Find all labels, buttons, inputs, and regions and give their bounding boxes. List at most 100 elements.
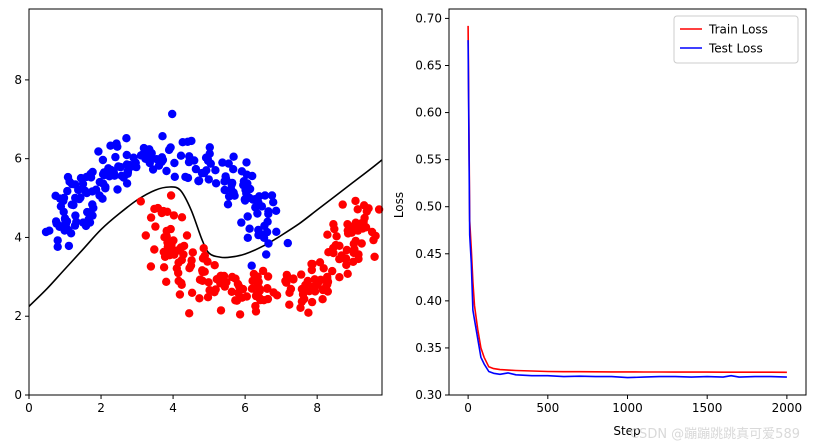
class-a-point xyxy=(211,166,220,175)
class-b-point xyxy=(141,231,150,240)
class-b-point xyxy=(330,224,339,234)
class-b-point xyxy=(323,274,332,284)
loss-x-tick-label: 2000 xyxy=(772,401,803,415)
class-b-point xyxy=(258,266,268,276)
class-a-point xyxy=(71,211,80,220)
class-b-point xyxy=(185,264,194,273)
class-b-point xyxy=(343,269,352,278)
class-b-point xyxy=(328,266,337,276)
class-a-point xyxy=(59,193,69,203)
class-b-point xyxy=(195,294,204,303)
class-b-point xyxy=(231,274,240,283)
class-a-point xyxy=(60,215,70,224)
class-b-point xyxy=(269,288,278,297)
class-b-point xyxy=(203,293,213,302)
class-a-point xyxy=(257,202,267,211)
loss-y-tick-label: 0.60 xyxy=(415,106,442,120)
class-a-point xyxy=(224,159,233,168)
class-b-point xyxy=(198,267,207,277)
class-b-point xyxy=(187,288,197,297)
class-a-point xyxy=(95,177,105,187)
class-a-point xyxy=(211,179,221,188)
class-a-point xyxy=(190,156,199,165)
class-a-point xyxy=(229,165,238,174)
class-b-point xyxy=(235,310,245,319)
class-b-point xyxy=(343,220,352,229)
class-b-point xyxy=(332,232,341,241)
class-a-point xyxy=(218,158,227,167)
class-b-point xyxy=(315,258,325,267)
class-b-point xyxy=(354,254,363,264)
class-a-point xyxy=(164,145,174,155)
class-a-point xyxy=(63,186,72,196)
scatter-y-tick-label: 6 xyxy=(14,152,22,166)
class-a-point xyxy=(229,152,238,161)
class-a-point xyxy=(283,238,292,248)
class-b-point xyxy=(167,240,176,249)
class-a-point xyxy=(72,217,81,226)
class-a-point xyxy=(267,191,277,200)
class-b-point xyxy=(179,241,189,251)
class-a-point xyxy=(98,155,108,165)
watermark-text: CSDN @蹦蹦跳跳真可爱589 xyxy=(630,427,800,442)
class-a-point xyxy=(67,179,77,189)
class-a-point xyxy=(56,202,66,211)
class-b-point xyxy=(220,282,229,291)
class-b-point xyxy=(361,223,371,232)
scatter-axes-frame xyxy=(28,8,383,396)
class-a-point xyxy=(170,172,179,181)
loss-y-tick-label: 0.35 xyxy=(415,341,442,355)
class-a-point xyxy=(141,154,150,163)
class-b-points xyxy=(136,191,384,319)
class-a-point xyxy=(187,136,196,146)
class-b-point xyxy=(360,213,369,223)
class-a-point xyxy=(223,200,233,209)
class-a-point xyxy=(64,241,74,251)
class-b-point xyxy=(219,271,229,281)
legend-train-label: Train Loss xyxy=(708,23,768,37)
class-b-point xyxy=(169,211,179,220)
class-b-point xyxy=(283,272,292,281)
class-b-point xyxy=(338,200,347,209)
class-b-point xyxy=(304,308,313,317)
class-b-point xyxy=(371,231,380,241)
class-b-point xyxy=(210,261,219,270)
class-a-point xyxy=(170,158,179,168)
class-a-point xyxy=(204,175,213,184)
class-b-point xyxy=(211,285,220,294)
class-a-point xyxy=(240,196,250,205)
loss-x-tick-label: 1000 xyxy=(612,401,643,415)
class-a-point xyxy=(53,236,62,245)
class-b-point xyxy=(319,264,328,273)
loss-x-axis-label: Step xyxy=(613,424,640,438)
class-a-point xyxy=(41,227,51,237)
class-b-point xyxy=(162,277,171,286)
class-a-point xyxy=(271,206,281,215)
legend-box xyxy=(673,15,799,64)
class-b-point xyxy=(150,204,159,214)
legend-test-label: Test Loss xyxy=(708,42,763,56)
class-b-point xyxy=(297,297,307,306)
class-a-point xyxy=(82,172,91,182)
class-a-points xyxy=(41,109,292,270)
class-b-point xyxy=(185,309,194,318)
class-a-point xyxy=(203,156,213,165)
class-b-point xyxy=(204,278,213,287)
class-a-point xyxy=(76,193,85,202)
class-a-point xyxy=(254,230,263,240)
class-a-point xyxy=(101,184,110,193)
loss-lines xyxy=(467,25,787,379)
scatter-x-tick-label: 6 xyxy=(241,401,249,415)
class-b-point xyxy=(205,286,214,295)
class-b-point xyxy=(297,270,306,279)
class-a-point xyxy=(263,217,272,226)
class-a-point xyxy=(88,200,97,209)
class-a-point xyxy=(269,198,278,207)
train-loss-line xyxy=(467,25,787,374)
class-b-point xyxy=(349,248,358,258)
loss-y-tick-label: 0.30 xyxy=(415,388,442,402)
class-a-point xyxy=(242,189,251,198)
loss-y-axis-label: Loss xyxy=(392,192,406,218)
